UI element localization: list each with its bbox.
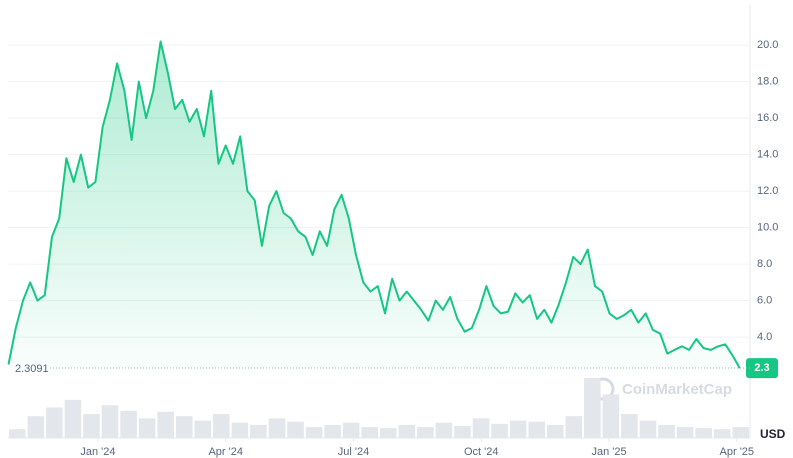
- volume-bar: [435, 422, 453, 438]
- y-tick-label: 8.0: [757, 258, 772, 270]
- y-tick-label: 4.0: [757, 331, 772, 343]
- x-tick-label: Apr '24: [208, 446, 243, 458]
- y-tick-label: 10.0: [757, 222, 778, 234]
- last-price-badge: [746, 358, 778, 379]
- volume-bar: [27, 416, 45, 438]
- volume-bar: [713, 429, 731, 438]
- volume-bar: [305, 427, 323, 438]
- volume-bar: [83, 414, 100, 438]
- volume-bar: [602, 394, 620, 438]
- volume-bar: [695, 428, 712, 438]
- volume-bar: [454, 426, 471, 438]
- volume-bar: [9, 429, 26, 438]
- x-tick-label: Oct '24: [464, 446, 499, 458]
- watermark-text: CoinMarketCap: [622, 381, 732, 398]
- volume-bar: [565, 416, 583, 438]
- volume-bar: [64, 399, 82, 438]
- volume-bar: [287, 421, 304, 438]
- volume-bar: [584, 378, 601, 438]
- volume-bar: [658, 424, 675, 438]
- volume-bar: [546, 424, 564, 438]
- volume-bar: [342, 422, 360, 438]
- price-line: [7, 40, 741, 369]
- volume-bar: [101, 405, 119, 438]
- x-tick-label: Jan '24: [80, 446, 115, 458]
- x-tick-label: Jul '24: [338, 446, 369, 458]
- y-tick-label: 12.0: [757, 185, 778, 197]
- volume-bar: [46, 407, 63, 438]
- volume-bar: [732, 427, 749, 438]
- volume-bar: [528, 421, 545, 438]
- volume-bar: [676, 427, 694, 438]
- volume-bar: [417, 427, 434, 438]
- volume-bar: [250, 424, 267, 438]
- volume-bar: [491, 423, 508, 438]
- volume-bar: [268, 418, 286, 438]
- price-area: [8, 41, 740, 370]
- volume-bar: [138, 418, 156, 438]
- x-tick-label: Apr '25: [720, 446, 755, 458]
- volume-bar: [231, 422, 249, 438]
- volume-bar: [175, 416, 193, 438]
- y-tick-label: 6.0: [757, 295, 772, 307]
- volume-bar: [194, 420, 212, 438]
- volume-bar: [621, 414, 638, 438]
- y-tick-label: 16.0: [757, 112, 778, 124]
- volume-bar: [472, 418, 490, 438]
- volume-bar: [380, 428, 397, 438]
- y-tick-label: 18.0: [757, 76, 778, 88]
- volume-bar: [639, 420, 657, 438]
- volume-bar: [361, 427, 378, 438]
- y-tick-label: 14.0: [757, 149, 778, 161]
- volume-bar: [509, 420, 527, 438]
- volume-bar: [398, 424, 416, 438]
- x-tick-label: Jan '25: [591, 446, 626, 458]
- y-tick-label: 20.0: [757, 39, 778, 51]
- last-price-label: 2.3: [754, 362, 769, 374]
- volume-bar: [213, 414, 230, 438]
- volume-bar: [324, 424, 341, 438]
- currency-label: USD: [760, 427, 786, 441]
- volume-bar: [120, 410, 137, 438]
- volume-bar: [157, 411, 174, 438]
- open-price-label: 2.3091: [15, 363, 49, 375]
